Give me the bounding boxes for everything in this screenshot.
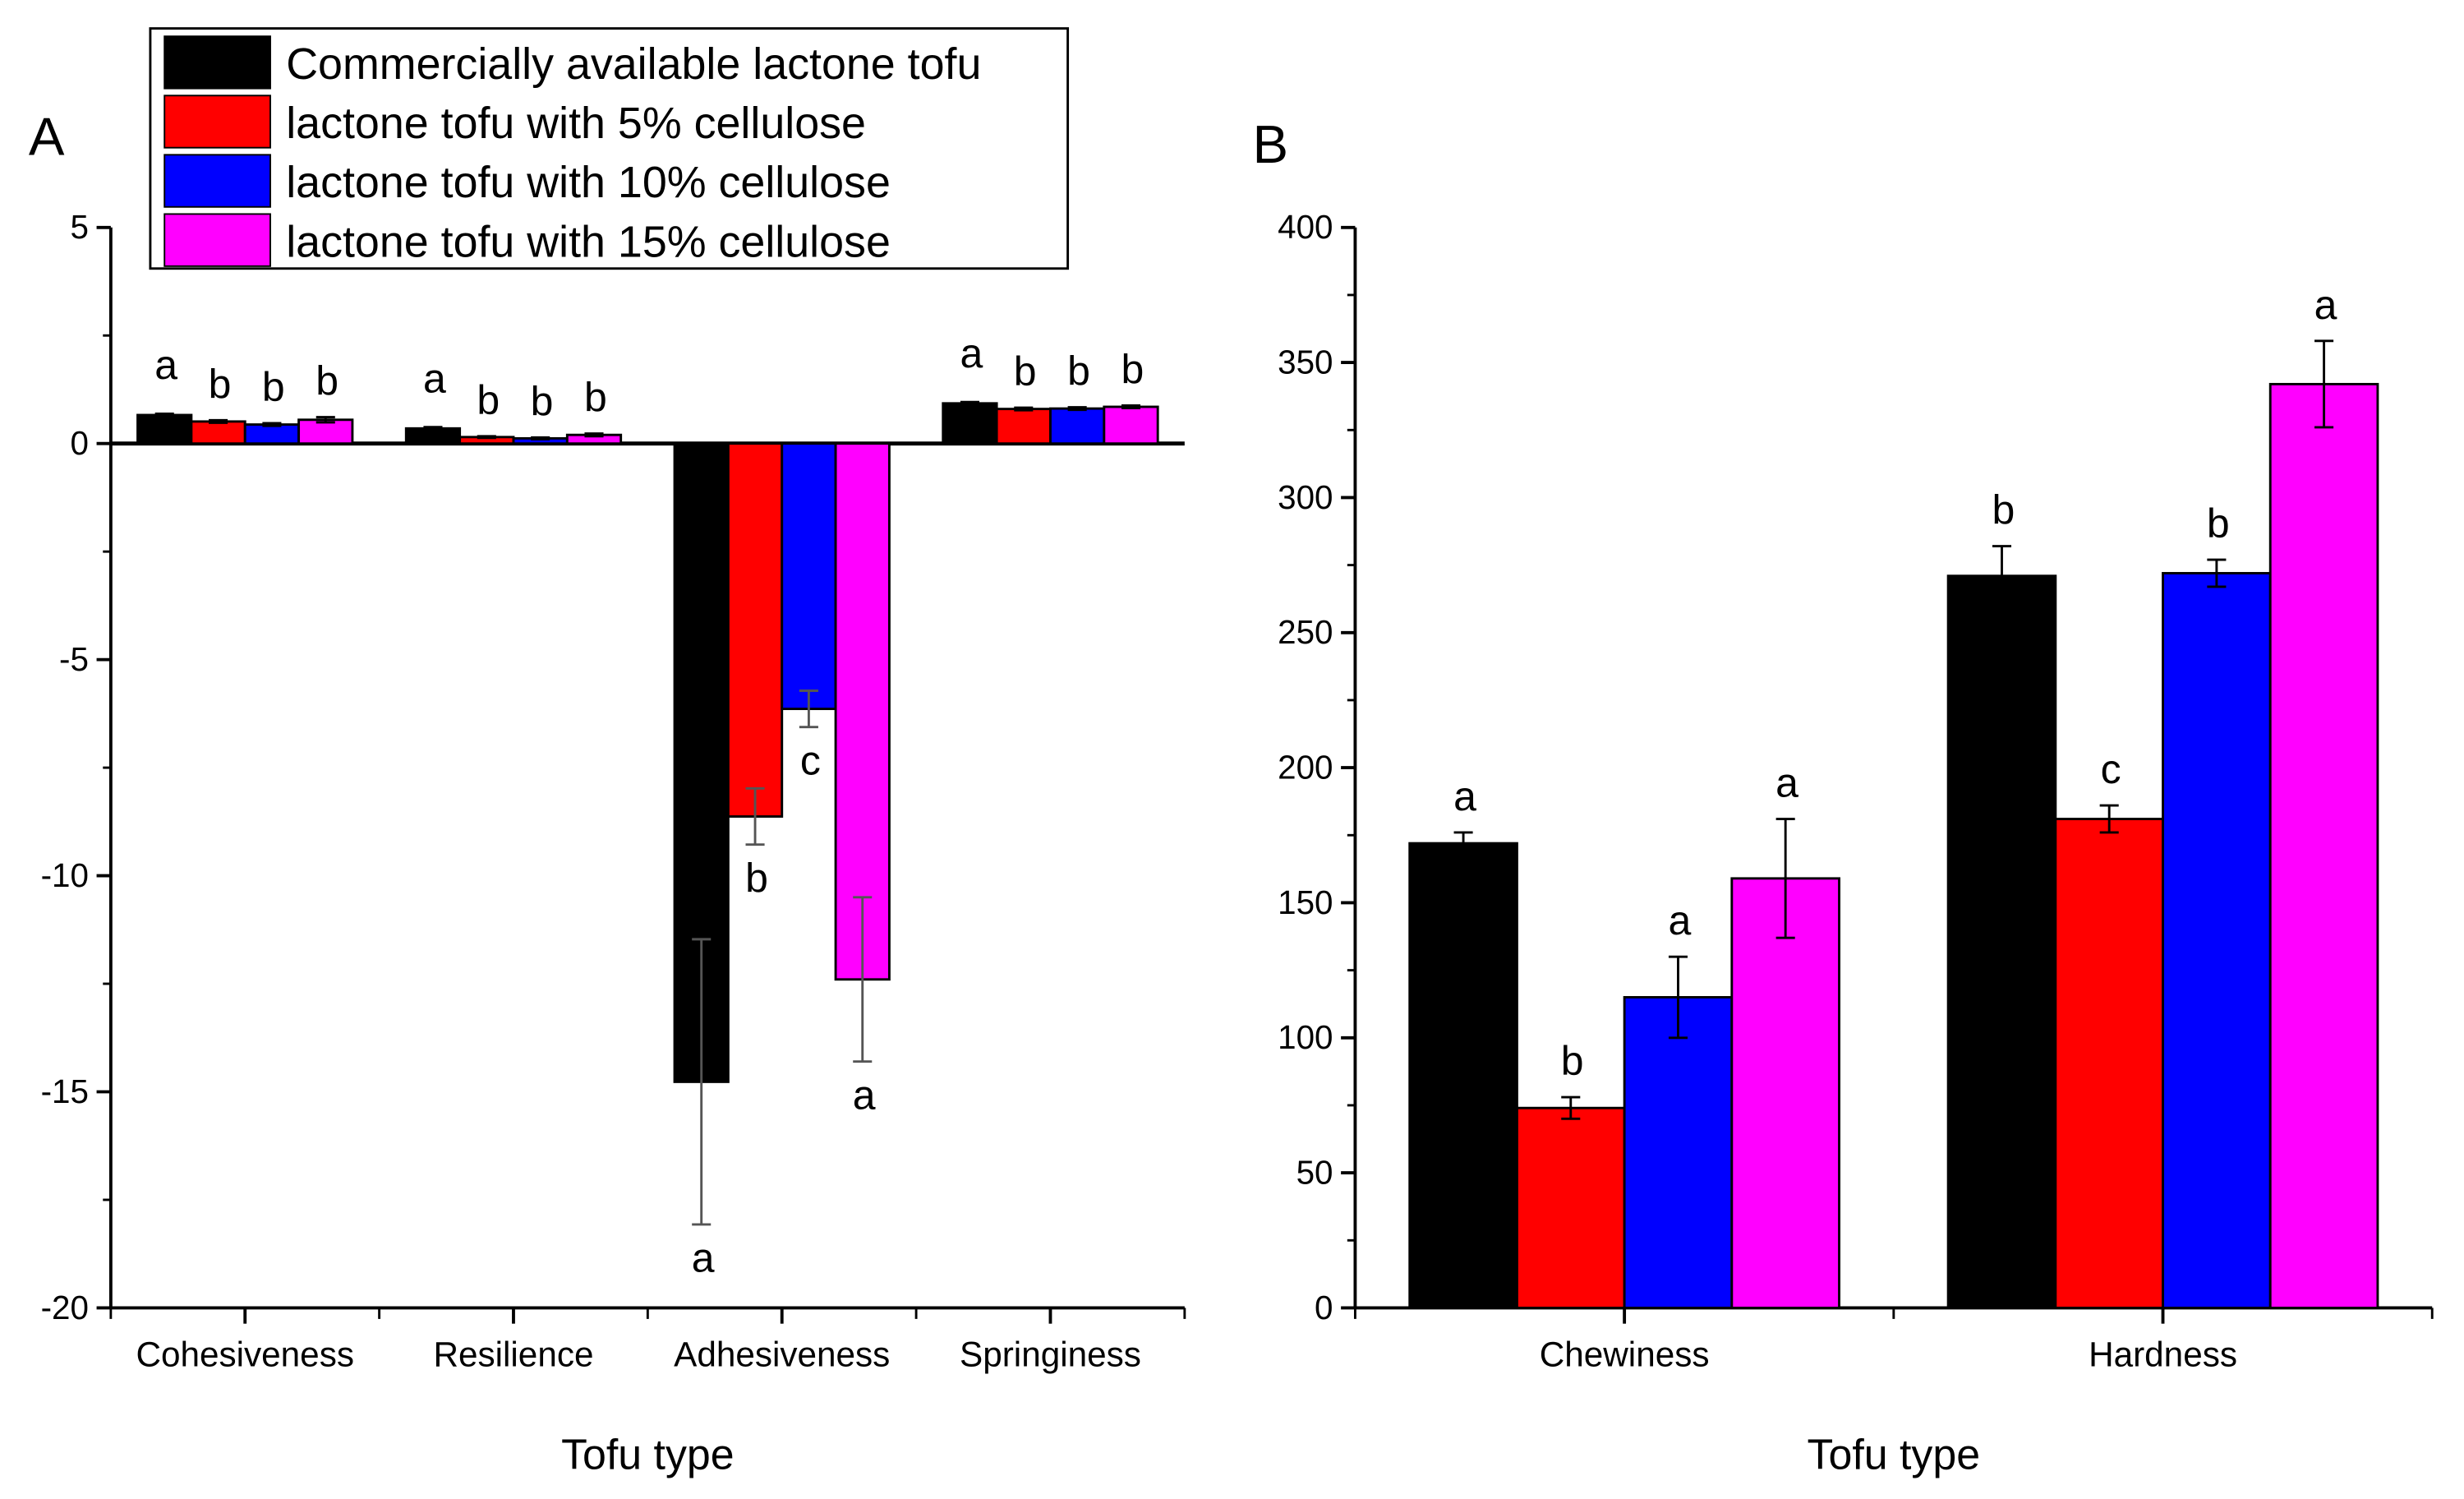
a-bar bbox=[942, 402, 998, 445]
a-bar bbox=[834, 442, 891, 981]
a-bar bbox=[1103, 405, 1159, 445]
b-bar bbox=[1946, 574, 2057, 1309]
b-bar bbox=[2054, 818, 2164, 1309]
legend-swatch bbox=[163, 154, 271, 208]
a-significance-letter: b bbox=[584, 375, 607, 421]
legend-box bbox=[149, 27, 1070, 270]
a-x-tick-label-adhesiveness: Adhesiveness bbox=[674, 1335, 890, 1374]
a-y-tick-label: -10 bbox=[41, 856, 89, 894]
a-y-tick-label: 5 bbox=[71, 208, 89, 246]
b-x-tick-label-chewiness: Chewiness bbox=[1540, 1335, 1710, 1374]
b-y-tick-label: 150 bbox=[1278, 883, 1333, 921]
b-significance-letter: c bbox=[2101, 746, 2121, 792]
legend-swatch bbox=[163, 213, 271, 267]
b-bar bbox=[1515, 1106, 1626, 1309]
panel-label-b: B bbox=[1252, 114, 1288, 174]
a-x-tick-label-resilience: Resilience bbox=[433, 1335, 593, 1374]
a-y-tick-label: -20 bbox=[41, 1289, 89, 1326]
b-significance-letter: b bbox=[1992, 487, 2015, 533]
a-significance-letter: a bbox=[853, 1072, 876, 1118]
b-x-tick-label-hardness: Hardness bbox=[2089, 1335, 2237, 1374]
b-significance-letter: a bbox=[1668, 897, 1691, 943]
b-y-tick-label: 0 bbox=[1315, 1289, 1333, 1326]
legend-label: lactone tofu with 15% cellulose bbox=[286, 217, 891, 266]
b-y-tick-label: 350 bbox=[1278, 344, 1333, 381]
panel-a-x-axis-title: Tofu type bbox=[561, 1430, 735, 1478]
a-bar bbox=[995, 408, 1052, 445]
a-significance-letter: a bbox=[692, 1235, 715, 1281]
legend: Commercially available lactone tofu lacto… bbox=[149, 27, 1070, 270]
panel-label-a: A bbox=[29, 106, 65, 166]
a-significance-letter: b bbox=[1121, 347, 1144, 393]
a-bar bbox=[781, 442, 837, 711]
a-x-tick-label-springiness: Springiness bbox=[960, 1335, 1141, 1374]
a-significance-letter: b bbox=[315, 358, 339, 404]
b-y-tick-label: 250 bbox=[1278, 613, 1333, 651]
a-y-tick-label: 0 bbox=[71, 424, 89, 462]
a-significance-letter: a bbox=[154, 342, 177, 388]
a-x-tick-label-cohesiveness: Cohesiveness bbox=[136, 1335, 353, 1374]
b-y-tick-label: 300 bbox=[1278, 478, 1333, 516]
a-significance-letter: b bbox=[531, 378, 554, 424]
a-significance-letter: b bbox=[477, 377, 500, 423]
b-y-tick-label: 200 bbox=[1278, 749, 1333, 786]
b-significance-letter: b bbox=[1561, 1038, 1584, 1084]
a-bar bbox=[190, 420, 246, 445]
a-y-tick-label: -5 bbox=[59, 640, 89, 678]
b-significance-letter: a bbox=[1775, 760, 1798, 806]
a-bar bbox=[297, 418, 354, 445]
a-bar bbox=[726, 442, 784, 818]
panel-b-x-axis-title: Tofu type bbox=[1808, 1430, 1981, 1478]
a-significance-letter: b bbox=[1014, 348, 1037, 394]
b-y-tick-label: 400 bbox=[1278, 208, 1333, 246]
b-bar bbox=[1623, 996, 1734, 1309]
legend-label: lactone tofu with 5% cellulose bbox=[286, 99, 866, 148]
b-bar bbox=[2162, 572, 2272, 1309]
b-y-tick-label: 100 bbox=[1278, 1018, 1333, 1056]
a-significance-letter: c bbox=[800, 737, 821, 783]
a-significance-letter: b bbox=[1067, 348, 1090, 394]
b-bar bbox=[1408, 842, 1518, 1309]
b-bar bbox=[1730, 877, 1840, 1309]
a-significance-letter: b bbox=[209, 361, 232, 407]
a-significance-letter: b bbox=[262, 364, 285, 410]
a-y-tick-label: -15 bbox=[41, 1072, 89, 1110]
a-significance-letter: b bbox=[745, 855, 768, 901]
a-significance-letter: a bbox=[960, 330, 983, 376]
a-bar bbox=[136, 413, 193, 445]
b-bar bbox=[2268, 382, 2379, 1309]
b-significance-letter: b bbox=[2207, 500, 2230, 547]
panel-b-chart: 0 50 100 150 200 250 300 350 400 Chewiness Hardnes… bbox=[1278, 208, 2434, 1374]
legend-label: lactone tofu with 10% cellulose bbox=[286, 158, 891, 207]
b-significance-letter: a bbox=[1453, 773, 1476, 819]
legend-label: Commercially available lactone tofu bbox=[286, 39, 981, 89]
b-significance-letter: a bbox=[2314, 282, 2337, 328]
a-bar bbox=[243, 423, 301, 445]
panel-a-chart: 5 0 -5 -10 -15 -20 Cohesiveness Resilience Adhes… bbox=[41, 208, 1186, 1374]
b-y-tick-label: 50 bbox=[1296, 1154, 1333, 1192]
a-significance-letter: a bbox=[423, 355, 446, 401]
a-bar bbox=[1049, 407, 1106, 445]
legend-swatch bbox=[163, 95, 271, 149]
legend-swatch bbox=[163, 35, 271, 90]
